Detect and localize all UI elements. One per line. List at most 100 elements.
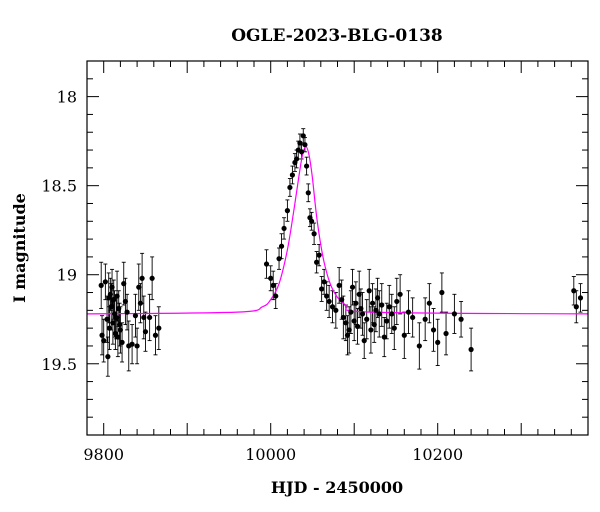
data-point (289, 172, 296, 178)
y-tick-label: 18 (57, 88, 77, 107)
data-point (426, 300, 432, 306)
chart-title: OGLE-2023-BLG-0138 (231, 26, 443, 46)
data-point (361, 338, 367, 344)
data-point (371, 321, 377, 328)
data-point (121, 281, 127, 287)
data-point (358, 305, 364, 312)
data-point (119, 339, 125, 345)
data-point (354, 323, 361, 329)
data-point (333, 307, 339, 313)
data-point (122, 298, 129, 305)
data-point (114, 293, 120, 299)
data-point (137, 300, 144, 306)
data-point (141, 314, 147, 321)
data-point (284, 208, 290, 214)
data-point (263, 261, 270, 267)
data-point (401, 332, 407, 338)
data-point (108, 304, 114, 310)
data-point (410, 314, 416, 321)
data-point (102, 279, 108, 285)
x-axis-label: HJD - 2450000 (271, 478, 403, 497)
data-point (319, 286, 325, 292)
data-point (281, 225, 287, 232)
data-point (116, 321, 123, 328)
data-point (109, 284, 115, 290)
data-point (105, 354, 111, 360)
model-curve (86, 145, 589, 315)
data-point (573, 304, 579, 310)
data-point (316, 252, 322, 258)
axis-ticks (86, 60, 589, 436)
data-point (373, 307, 379, 313)
data-point (124, 309, 130, 315)
data-point (116, 305, 122, 312)
data-point (156, 325, 162, 331)
data-point (343, 320, 349, 326)
data-point (359, 311, 366, 317)
data-point (278, 243, 285, 249)
data-point (298, 149, 305, 155)
data-point (314, 259, 320, 265)
data-point (384, 318, 390, 324)
data-point (577, 295, 584, 301)
data-point (304, 163, 310, 169)
x-tick-label: 10000 (245, 445, 296, 464)
data-point (344, 332, 351, 338)
data-point (115, 334, 121, 340)
data-point (381, 334, 387, 340)
data-point (117, 327, 123, 333)
data-point (435, 339, 441, 345)
data-point (349, 284, 356, 290)
data-point (353, 300, 359, 306)
data-point (321, 279, 327, 285)
data-point (379, 302, 385, 308)
data-point (106, 325, 113, 331)
data-point (326, 298, 332, 305)
data-point (324, 293, 330, 299)
data-point (136, 284, 142, 290)
tick-labels: 9800 10000 10200 18 18.5 19 19.5 (41, 88, 463, 464)
data-point (302, 142, 308, 148)
data-point (374, 295, 381, 301)
data-point (336, 282, 342, 288)
data-point (451, 311, 457, 317)
data-point (287, 184, 293, 191)
data-point (571, 288, 577, 294)
data-point (391, 325, 397, 331)
data-point (458, 316, 464, 322)
data-point (268, 275, 274, 281)
data-point (132, 313, 139, 319)
data-point (356, 291, 362, 297)
data-point (147, 314, 153, 321)
plot-area: 9800 10000 10200 18 18.5 19 19.5 (41, 60, 589, 464)
data-point (443, 330, 449, 337)
data-point (99, 332, 105, 338)
data-point (329, 304, 336, 310)
data-point (152, 332, 159, 338)
data-point (104, 316, 110, 322)
x-tick-label: 9800 (83, 445, 124, 464)
data-point (394, 298, 400, 305)
data-point (376, 311, 382, 317)
plot-frame (86, 60, 589, 436)
data-point (422, 316, 428, 322)
y-tick-label: 19.5 (41, 355, 77, 374)
data-point (293, 156, 300, 162)
data-point (311, 231, 317, 237)
data-point (340, 314, 346, 321)
data-point (134, 343, 140, 349)
data-point (368, 327, 374, 333)
data-point (110, 320, 116, 326)
data-point (101, 338, 107, 344)
y-tick-label: 19 (57, 266, 77, 285)
data-point (397, 291, 403, 297)
data-point (348, 309, 354, 315)
data-point (416, 343, 422, 349)
data-point (270, 282, 276, 288)
data-points (98, 133, 584, 360)
y-axis-label: I magnitude (10, 193, 29, 303)
data-point (142, 329, 149, 335)
x-tick-label: 10200 (412, 445, 463, 464)
data-point (273, 293, 279, 299)
